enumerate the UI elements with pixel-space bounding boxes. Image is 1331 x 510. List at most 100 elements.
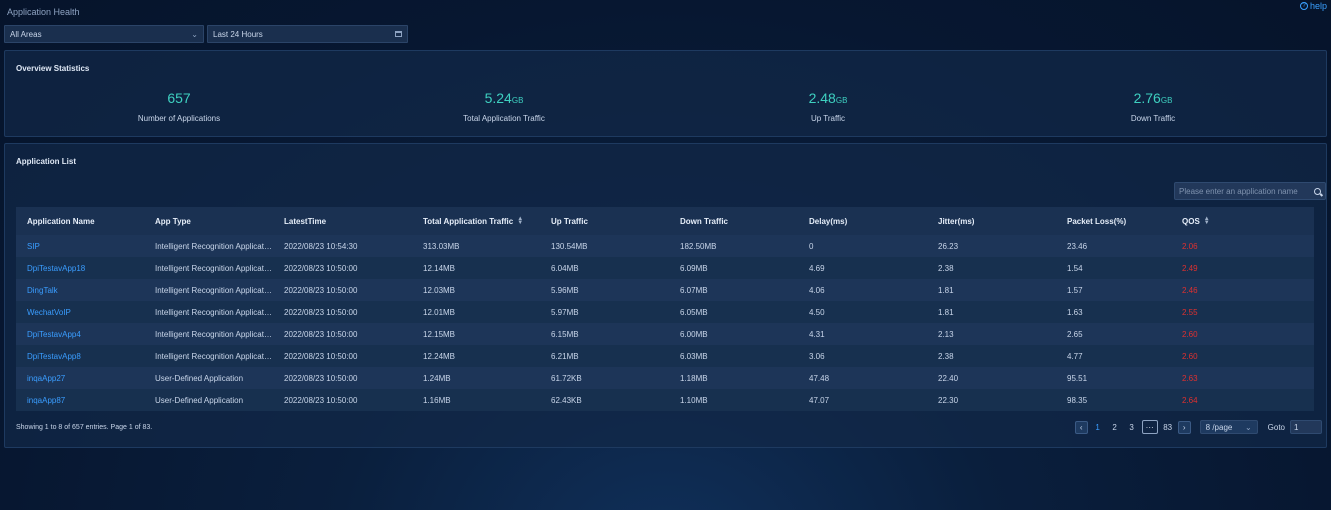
table-row[interactable]: inqaApp27 User-Defined Application 2022/08… — [16, 367, 1314, 389]
calendar-icon — [395, 31, 402, 37]
column-header-label: Application Name — [27, 216, 95, 226]
table-header-row: Application Name App Type LatestTime Tot… — [16, 207, 1314, 235]
filter-bar: All Areas ⌄ Last 24 Hours — [4, 25, 408, 43]
cell-delay: 4.69 — [809, 263, 825, 273]
cell-app-name[interactable]: DpiTestavApp8 — [27, 351, 81, 361]
cell-latest-time: 2022/08/23 10:50:00 — [284, 263, 358, 273]
table-row[interactable]: DpiTestavApp4 Intelligent Recognition App… — [16, 323, 1314, 345]
help-label: help — [1309, 1, 1327, 11]
cell-latest-time: 2022/08/23 10:54:30 — [284, 241, 358, 251]
stat-value: 2.76 — [1133, 90, 1161, 106]
cell-down-traffic: 6.07MB — [680, 285, 708, 295]
table-row[interactable]: WechatVoIP Intelligent Recognition Applic… — [16, 301, 1314, 323]
page-size-select[interactable]: 8 /page ⌄ — [1199, 420, 1258, 434]
col-packet-loss: Packet Loss(%) — [1056, 207, 1171, 235]
col-up-traffic: Up Traffic — [540, 207, 669, 235]
cell-jitter: 26.23 — [938, 241, 959, 251]
table-row[interactable]: SIP Intelligent Recognition Application 20… — [16, 235, 1314, 257]
area-select[interactable]: All Areas ⌄ — [4, 25, 204, 43]
cell-app-name[interactable]: inqaApp87 — [27, 395, 66, 405]
more-pages-button[interactable]: ··· — [1141, 420, 1158, 434]
cell-delay: 47.48 — [809, 373, 830, 383]
stat-number-of-applications: 657 Number of Applications — [138, 90, 220, 123]
cell-app-name[interactable]: DingTalk — [27, 285, 58, 295]
cell-down-traffic: 6.09MB — [680, 263, 708, 273]
cell-app-name[interactable]: SIP — [27, 241, 40, 251]
search-icon[interactable] — [1314, 187, 1321, 195]
stat-value: 5.24 — [484, 90, 512, 106]
cell-jitter: 2.38 — [938, 263, 954, 273]
last-page-number[interactable]: 83 — [1163, 422, 1173, 432]
cell-packet-loss: 23.46 — [1067, 241, 1088, 251]
col-total-traffic[interactable]: Total Application Traffic ▲ ▼ — [412, 207, 540, 235]
help-link[interactable]: ? help — [1299, 1, 1327, 11]
cell-up-traffic: 5.96MB — [551, 285, 579, 295]
pagination: ‹ 1 2 3 ··· 83 › 8 /page ⌄ Goto — [1074, 420, 1322, 434]
cell-packet-loss: 1.57 — [1067, 285, 1083, 295]
col-delay: Delay(ms) — [798, 207, 927, 235]
cell-app-type: Intelligent Recognition Application — [155, 351, 273, 361]
table-row[interactable]: inqaApp87 User-Defined Application 2022/08… — [16, 389, 1314, 411]
cell-app-name[interactable]: inqaApp27 — [27, 373, 66, 383]
cell-app-type: User-Defined Application — [155, 373, 244, 383]
stat-label: Total Application Traffic — [463, 114, 545, 123]
cell-jitter: 1.81 — [938, 307, 954, 317]
page-number[interactable]: 3 — [1129, 422, 1134, 432]
sort-icon[interactable]: ▲ ▼ — [517, 216, 524, 227]
time-range-picker[interactable]: Last 24 Hours — [207, 25, 408, 43]
cell-packet-loss: 4.77 — [1067, 351, 1083, 361]
table-row[interactable]: DingTalk Intelligent Recognition Applicat… — [16, 279, 1314, 301]
time-range-value: Last 24 Hours — [213, 29, 263, 39]
cell-app-name[interactable]: WechatVoIP — [27, 307, 71, 317]
cell-jitter: 22.40 — [938, 373, 959, 383]
col-qos[interactable]: QOS ▲ ▼ — [1171, 207, 1314, 235]
cell-down-traffic: 1.10MB — [680, 395, 708, 405]
overview-panel: Overview Statistics 657 Number of Applic… — [4, 50, 1327, 137]
column-header-label: Jitter(ms) — [938, 216, 975, 226]
cell-app-type: Intelligent Recognition Application — [155, 263, 273, 273]
stat-unit: GB — [511, 96, 524, 105]
prev-page-button[interactable]: ‹ — [1074, 420, 1088, 434]
cell-delay: 3.06 — [809, 351, 825, 361]
page-number[interactable]: 2 — [1112, 422, 1117, 432]
cell-latest-time: 2022/08/23 10:50:00 — [284, 285, 358, 295]
page-number[interactable]: 1 — [1095, 422, 1100, 432]
column-header-label: QOS — [1182, 216, 1200, 226]
stat-label: Down Traffic — [1130, 114, 1176, 123]
cell-down-traffic: 6.00MB — [680, 329, 708, 339]
table-row[interactable]: DpiTestavApp18 Intelligent Recognition Ap… — [16, 257, 1314, 279]
cell-packet-loss: 98.35 — [1067, 395, 1088, 405]
table-summary: Showing 1 to 8 of 657 entries. Page 1 of… — [16, 424, 153, 431]
column-header-label: App Type — [155, 216, 191, 226]
goto-page-input[interactable] — [1290, 420, 1322, 434]
search-box — [1174, 182, 1326, 200]
stat-unit: GB — [835, 96, 848, 105]
cell-latest-time: 2022/08/23 10:50:00 — [284, 329, 358, 339]
sort-icon[interactable]: ▲ ▼ — [1203, 216, 1210, 227]
cell-app-type: Intelligent Recognition Application — [155, 285, 273, 295]
column-header-label: Packet Loss(%) — [1067, 216, 1127, 226]
cell-app-name[interactable]: DpiTestavApp4 — [27, 329, 81, 339]
col-app-type: App Type — [144, 207, 273, 235]
cell-down-traffic: 182.50MB — [680, 241, 717, 251]
table-row[interactable]: DpiTestavApp8 Intelligent Recognition App… — [16, 345, 1314, 367]
cell-up-traffic: 61.72KB — [551, 373, 582, 383]
cell-total-traffic: 12.03MB — [423, 285, 456, 295]
cell-jitter: 1.81 — [938, 285, 954, 295]
next-page-button[interactable]: › — [1177, 420, 1191, 434]
cell-total-traffic: 12.01MB — [423, 307, 456, 317]
cell-app-type: Intelligent Recognition Application — [155, 307, 273, 317]
column-header-label: Delay(ms) — [809, 216, 848, 226]
cell-app-type: Intelligent Recognition Application — [155, 329, 273, 339]
cell-app-name[interactable]: DpiTestavApp18 — [27, 263, 86, 273]
goto-label: Goto — [1267, 422, 1285, 432]
column-header-label: Down Traffic — [680, 216, 729, 226]
search-input[interactable] — [1179, 186, 1311, 196]
stat-value: 2.48 — [808, 90, 836, 106]
column-header-label: Up Traffic — [551, 216, 588, 226]
chevron-right-icon: › — [1182, 422, 1186, 432]
cell-qos: 2.60 — [1182, 329, 1198, 339]
cell-app-type: User-Defined Application — [155, 395, 244, 405]
cell-up-traffic: 62.43KB — [551, 395, 582, 405]
cell-latest-time: 2022/08/23 10:50:00 — [284, 395, 358, 405]
